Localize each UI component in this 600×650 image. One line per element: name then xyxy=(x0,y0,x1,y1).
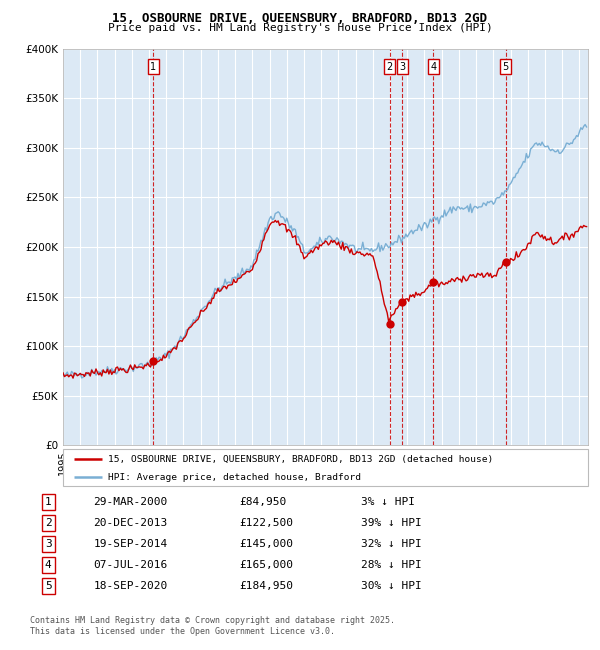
Text: 1: 1 xyxy=(45,497,52,507)
Text: 30% ↓ HPI: 30% ↓ HPI xyxy=(361,581,422,592)
FancyBboxPatch shape xyxy=(63,448,588,486)
Text: 19-SEP-2014: 19-SEP-2014 xyxy=(94,540,168,549)
Text: Contains HM Land Registry data © Crown copyright and database right 2025.: Contains HM Land Registry data © Crown c… xyxy=(30,616,395,625)
Text: 29-MAR-2000: 29-MAR-2000 xyxy=(94,497,168,507)
Text: 5: 5 xyxy=(503,62,509,72)
Text: 15, OSBOURNE DRIVE, QUEENSBURY, BRADFORD, BD13 2GD (detached house): 15, OSBOURNE DRIVE, QUEENSBURY, BRADFORD… xyxy=(107,454,493,463)
Text: 5: 5 xyxy=(45,581,52,592)
Text: Price paid vs. HM Land Registry's House Price Index (HPI): Price paid vs. HM Land Registry's House … xyxy=(107,23,493,33)
Text: This data is licensed under the Open Government Licence v3.0.: This data is licensed under the Open Gov… xyxy=(30,627,335,636)
Text: 2: 2 xyxy=(45,518,52,528)
Text: 20-DEC-2013: 20-DEC-2013 xyxy=(94,518,168,528)
Text: £122,500: £122,500 xyxy=(240,518,294,528)
Text: £145,000: £145,000 xyxy=(240,540,294,549)
Text: 32% ↓ HPI: 32% ↓ HPI xyxy=(361,540,422,549)
Text: HPI: Average price, detached house, Bradford: HPI: Average price, detached house, Brad… xyxy=(107,473,361,482)
Text: £184,950: £184,950 xyxy=(240,581,294,592)
Text: 15, OSBOURNE DRIVE, QUEENSBURY, BRADFORD, BD13 2GD: 15, OSBOURNE DRIVE, QUEENSBURY, BRADFORD… xyxy=(113,12,487,25)
Text: 3% ↓ HPI: 3% ↓ HPI xyxy=(361,497,415,507)
Text: 18-SEP-2020: 18-SEP-2020 xyxy=(94,581,168,592)
Text: 39% ↓ HPI: 39% ↓ HPI xyxy=(361,518,422,528)
Text: £165,000: £165,000 xyxy=(240,560,294,570)
Text: 3: 3 xyxy=(45,540,52,549)
Text: 4: 4 xyxy=(45,560,52,570)
Text: 2: 2 xyxy=(386,62,392,72)
Text: 1: 1 xyxy=(150,62,156,72)
Text: 3: 3 xyxy=(400,62,406,72)
Text: £84,950: £84,950 xyxy=(240,497,287,507)
Text: 28% ↓ HPI: 28% ↓ HPI xyxy=(361,560,422,570)
Text: 4: 4 xyxy=(430,62,436,72)
Text: 07-JUL-2016: 07-JUL-2016 xyxy=(94,560,168,570)
